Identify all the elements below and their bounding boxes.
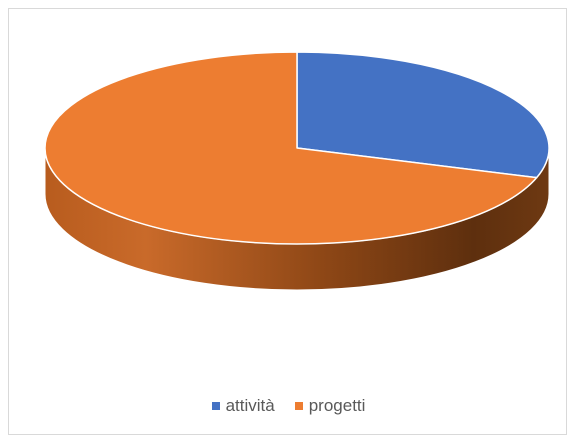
legend-label-attivita: attività	[225, 396, 275, 415]
legend-label-progetti: progetti	[308, 396, 366, 415]
legend-swatch-progetti	[294, 402, 303, 410]
pie-top-group	[44, 51, 550, 245]
pie-slice-attivita[interactable]	[296, 51, 550, 179]
legend-item-attivita[interactable]: attività	[211, 396, 275, 416]
legend-item-progetti[interactable]: progetti	[294, 396, 366, 416]
pie-slice-progetti[interactable]	[44, 51, 538, 245]
legend: attività progetti	[0, 396, 577, 416]
legend-swatch-attivita	[211, 402, 220, 410]
